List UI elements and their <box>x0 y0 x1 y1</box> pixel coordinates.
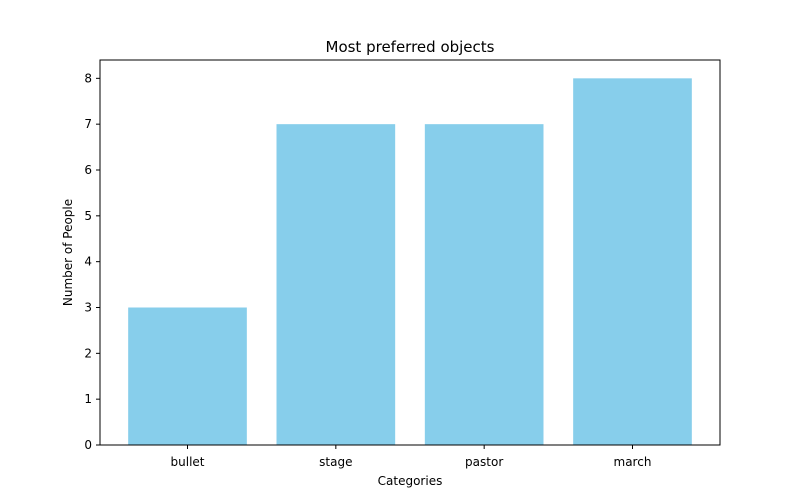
x-tick-label: bullet <box>171 455 205 469</box>
y-tick-label: 5 <box>84 209 92 223</box>
bar-pastor <box>424 124 544 446</box>
y-tick-label: 7 <box>84 117 92 131</box>
x-tick-label: stage <box>319 455 352 469</box>
y-axis-label: Number of People <box>61 199 75 306</box>
bar-march <box>573 78 692 445</box>
x-tick-label: march <box>614 455 652 469</box>
y-tick-label: 8 <box>84 71 92 85</box>
x-tick-label: pastor <box>465 455 503 469</box>
y-tick-label: 6 <box>84 163 92 177</box>
x-axis: bullet stage pastor march <box>171 445 652 469</box>
y-tick-label: 0 <box>84 438 92 452</box>
chart-title: Most preferred objects <box>326 38 495 56</box>
bars-group <box>128 78 692 446</box>
y-tick-label: 1 <box>84 392 92 406</box>
y-tick-label: 2 <box>84 346 92 360</box>
bar-bullet <box>128 307 247 445</box>
y-tick-label: 3 <box>84 301 92 315</box>
plot-frame <box>99 59 721 446</box>
x-axis-label: Categories <box>378 474 443 488</box>
bar-stage <box>276 124 396 446</box>
y-axis: 0 1 2 3 4 5 6 7 8 <box>84 71 100 452</box>
y-tick-label: 4 <box>84 255 92 269</box>
